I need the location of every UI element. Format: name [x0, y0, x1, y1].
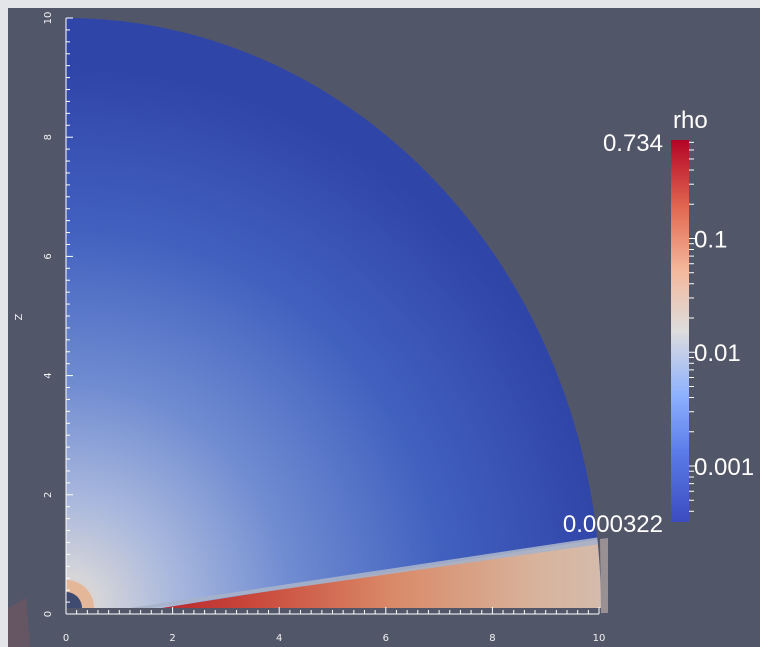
outer-rim: [600, 538, 608, 613]
x-tick-label: 2: [169, 633, 175, 644]
inner-boundary: [66, 592, 82, 608]
x-axis: 0 2 4 6 8 10: [63, 607, 606, 644]
colorbar-tick-label-0.001: 0.001: [694, 454, 754, 481]
colorbar-title: rho: [673, 107, 708, 134]
z-tick-label: 2: [43, 492, 54, 498]
colorbar-tick-label-0.01: 0.01: [694, 340, 741, 367]
x-tick-label: 4: [276, 633, 282, 644]
z-tick-label: 0: [43, 611, 54, 617]
scalar-field-plot[interactable]: 0 2 4 6 8 10 Z 0 2 4 6 8 10 rho 0.734 0.000322 0.1…: [8, 8, 760, 647]
x-tick-label: 6: [383, 633, 389, 644]
x-tick-label: 10: [593, 633, 606, 644]
z-tick-label: 10: [43, 12, 54, 25]
z-axis-title: Z: [14, 313, 25, 320]
x-tick-label: 0: [63, 633, 69, 644]
render-viewport[interactable]: 0 2 4 6 8 10 Z 0 2 4 6 8 10 rho 0.734 0.000322 0.1…: [8, 8, 760, 647]
colorbar-max-label: 0.734: [603, 130, 663, 157]
background-artifact: [8, 598, 30, 647]
x-tick-label: 8: [489, 633, 495, 644]
z-tick-label: 4: [43, 372, 54, 378]
density-field: [66, 18, 601, 608]
colorbar-min-label: 0.000322: [563, 511, 663, 538]
z-tick-label: 8: [43, 134, 54, 140]
z-tick-label: 6: [43, 253, 54, 259]
z-axis: 0 2 4 6 8 10 Z: [14, 12, 73, 617]
colorbar-gradient: [671, 140, 689, 522]
colorbar-tick-label-0.1: 0.1: [694, 226, 727, 253]
torus-boundary: [130, 537, 600, 608]
color-legend: rho 0.734 0.000322 0.1 0.01 0.001: [563, 107, 754, 538]
